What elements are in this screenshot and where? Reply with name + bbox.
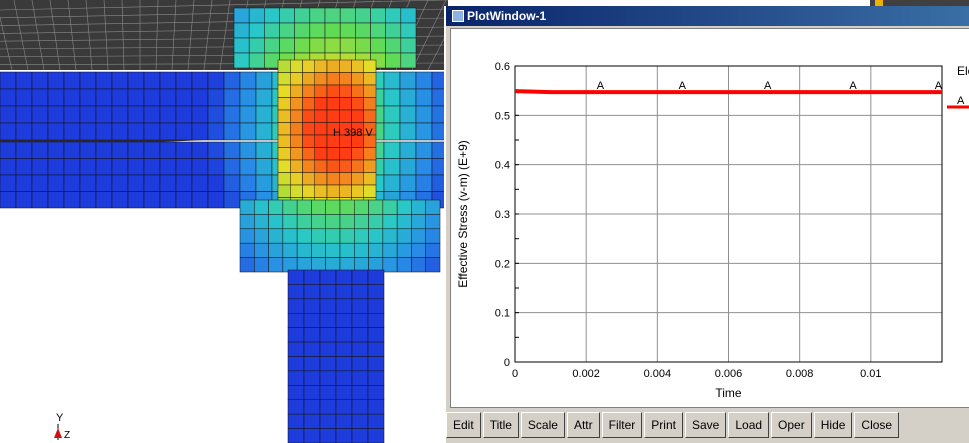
y-tick-label: 0 [504, 357, 510, 369]
y-tick-label: 0.1 [495, 308, 510, 320]
series-marker-label: A [764, 80, 772, 92]
x-tick-label: 0.004 [644, 368, 672, 380]
plot-frame [514, 65, 943, 363]
plot-window[interactable]: PlotWindow-1 0 0.002 0.004 0.006 0.008 0.01 0 0… [444, 6, 969, 443]
window-title: PlotWindow-1 [467, 9, 547, 23]
print-button[interactable]: Print [644, 412, 683, 438]
close-button[interactable]: Close [854, 412, 900, 438]
y-tick-label: 0.2 [495, 258, 510, 270]
x-tick-label: 0.002 [572, 368, 600, 380]
attr-button[interactable]: Attr [566, 412, 600, 438]
mesh-canvas[interactable] [0, 0, 448, 443]
axis-triad-icon [54, 424, 62, 440]
y-tick-label: 0.6 [495, 61, 510, 73]
legend-heading: Eler [957, 64, 969, 78]
mesh-top-block [233, 7, 417, 69]
series-marker-label: A [935, 80, 943, 92]
mesh-mid-block [239, 199, 441, 273]
mesh-stem [287, 269, 385, 443]
x-tick-label: 0.01 [860, 368, 881, 380]
scale-button[interactable]: Scale [520, 412, 565, 438]
series-line-A [514, 89, 942, 95]
plot-toolbar: Edit Title Scale Attr Filter Print Save … [446, 412, 969, 441]
mesh-core [277, 59, 377, 211]
chart-grid [514, 65, 942, 363]
window-titlebar[interactable]: PlotWindow-1 [446, 6, 969, 26]
x-tick-label: 0 [512, 368, 518, 380]
y-tick-label: 0.5 [495, 110, 510, 122]
y-axis-label: Effective Stress (v-m) (E+9) [456, 140, 470, 287]
top-strip [870, 0, 969, 6]
mesh-upper-arm [0, 71, 448, 141]
edit-button[interactable]: Edit [446, 412, 481, 438]
mesh-lower-arm [0, 141, 448, 209]
save-button[interactable]: Save [684, 412, 727, 438]
oper-button[interactable]: Oper [771, 412, 812, 438]
y-tick-label: 0.3 [495, 209, 510, 221]
x-tick-label: 0.008 [786, 368, 814, 380]
plot-area[interactable]: 0 0.002 0.004 0.006 0.008 0.01 0 0.1 0.2 0.3 0.4 0.… [450, 28, 969, 408]
title-button[interactable]: Title [482, 412, 519, 438]
x-tick-label: 0.006 [715, 368, 743, 380]
app-icon [452, 10, 464, 22]
legend-marker: A [957, 95, 965, 107]
axis-y-label: Y [56, 412, 64, 424]
hide-button[interactable]: Hide [813, 412, 853, 438]
series-marker-label: A [597, 80, 605, 92]
stress-chart: 0 0.002 0.004 0.006 0.008 0.01 0 0.1 0.2 0.3 0.4 0.… [456, 61, 969, 400]
axis-z-label: Z [64, 430, 71, 441]
y-tick-label: 0.4 [495, 160, 510, 172]
fea-viewport[interactable]: H 398 V Y Z [0, 0, 448, 443]
load-button[interactable]: Load [728, 412, 770, 438]
x-axis-label: Time [715, 386, 742, 400]
series-marker-label: A [849, 80, 857, 92]
node-label: H 398 V [333, 127, 373, 139]
status-dot-icon [875, 0, 883, 6]
filter-button[interactable]: Filter [601, 412, 643, 438]
series-marker-label: A [679, 80, 687, 92]
